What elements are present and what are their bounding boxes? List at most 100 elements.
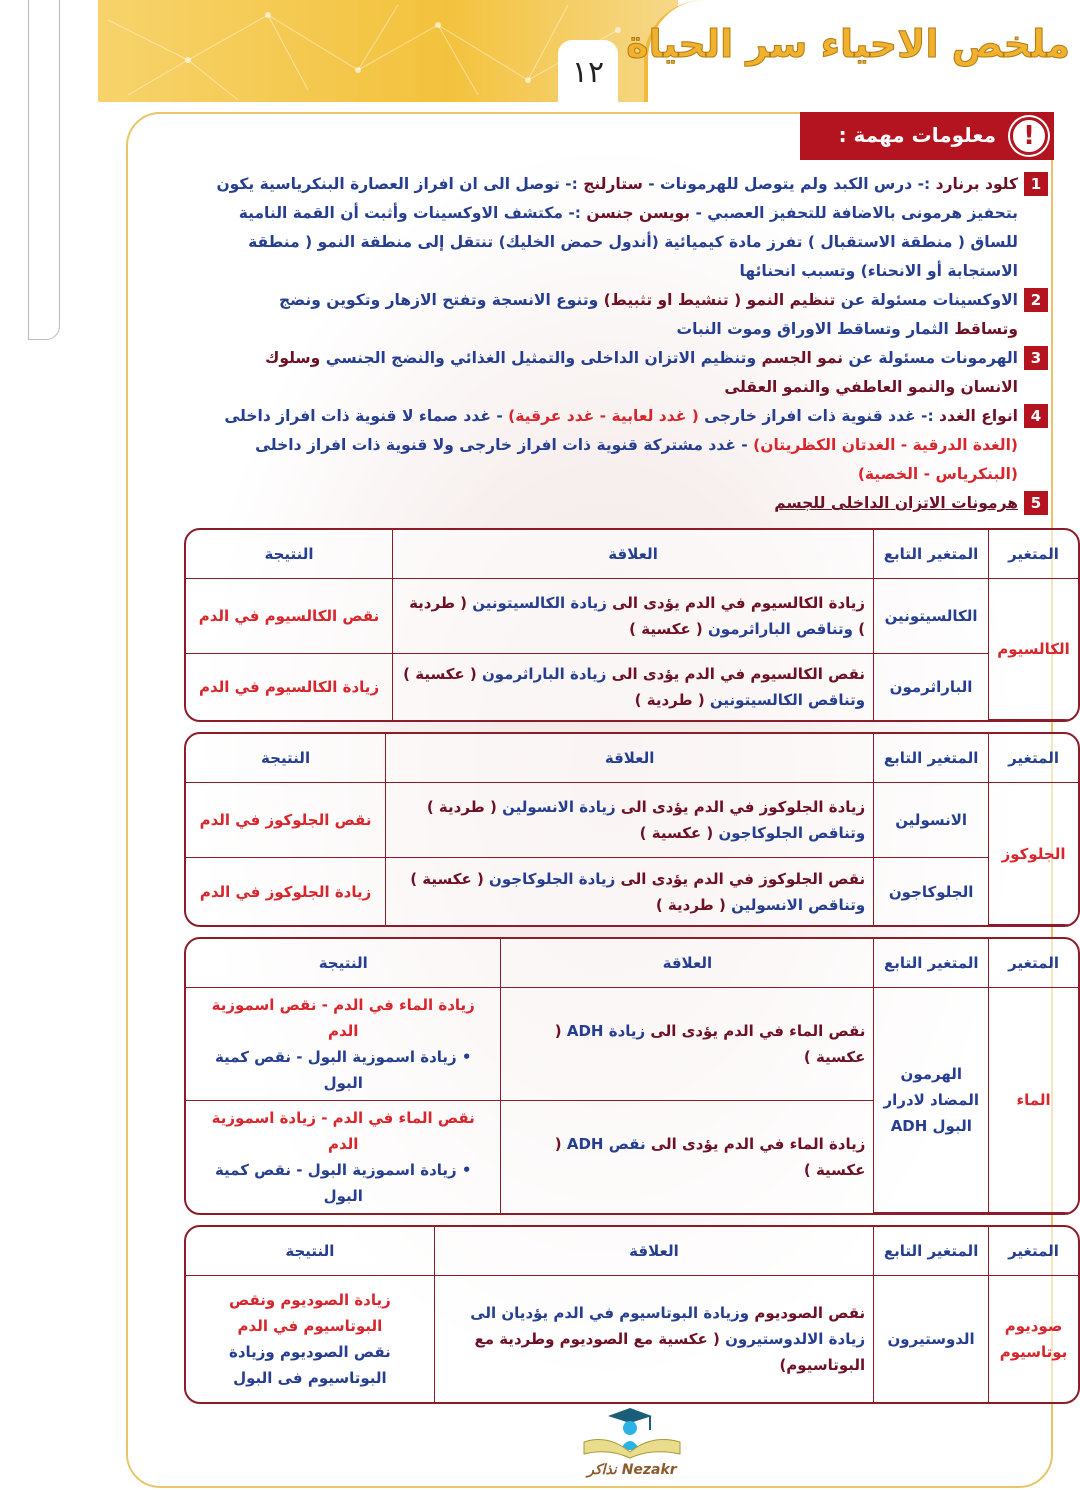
- svg-text:Nezakr نذاكر: Nezakr نذاكر: [585, 1462, 678, 1478]
- text-segment: ( طردية ): [426, 798, 497, 816]
- text-segment: نقص الكالسيوم في الدم يؤدى الى: [606, 665, 866, 683]
- text-segment: زيادة الانسولين: [496, 798, 616, 816]
- relation-cell: نقص الجلوكوز في الدم يؤدى الى زيادة الجل…: [385, 858, 873, 925]
- result-cell: زيادة الجلوكوز في الدم: [186, 858, 385, 925]
- list-item: 2 الاوكسينات مسئولة عن تنظيم النمو ( تنشي…: [214, 286, 1048, 344]
- text-segment: زيادة الماء في الدم يؤدى الى: [645, 1135, 866, 1153]
- relation-cell: نقص الماء في الدم يؤدى الى زيادة ADH ( ع…: [500, 988, 874, 1101]
- text-segment: زيادة الماء في الدم - نقص اسموزية الدم: [211, 996, 475, 1040]
- text-segment: هرمونات الاتزان الداخلى للجسم: [774, 494, 1018, 512]
- text-segment: نقص الصوديوم وزيادة البوتاسيوم فى البول: [228, 1343, 391, 1387]
- column-header: النتيجة: [186, 734, 386, 783]
- text-segment: وتساقط: [954, 320, 1018, 338]
- column-header: العلاقة: [392, 530, 874, 579]
- column-header: المتغير التابع: [873, 939, 989, 988]
- item-number-badge: 1: [1024, 172, 1048, 196]
- column-header: العلاقة: [500, 939, 874, 988]
- text-segment: (الغدة الدرقية - الغدتان الكظريتان): [753, 436, 1018, 454]
- variable-cell: صوديوم بوتاسيوم: [988, 1276, 1078, 1402]
- text-segment: زيادة الكالسيوم في الدم: [198, 678, 380, 696]
- text-segment: الاوكسينات مسئولة عن: [835, 291, 1018, 309]
- text-segment: ( طردية ): [634, 691, 705, 709]
- content: 1 كلود برنارد :- درس الكبد ولم يتوصل للهر…: [184, 170, 1080, 1480]
- column-header: النتيجة: [186, 530, 393, 579]
- text-segment: نقص الماء في الدم - زيادة اسموزية الدم: [211, 1109, 475, 1153]
- item-number-badge: 3: [1024, 346, 1048, 370]
- variable-cell: الماء: [988, 988, 1078, 1213]
- text-segment: تنظيم النمو ( تنشيط او تثبيط): [603, 291, 836, 309]
- dependent-cell: الجلوكاجون: [873, 858, 988, 925]
- relation-cell: زيادة الجلوكوز في الدم يؤدى الى زيادة ال…: [385, 783, 874, 858]
- column-header: المتغير التابع: [873, 734, 989, 783]
- section-label: معلومات مهمة :: [838, 123, 996, 147]
- text-segment: زيادة الجلوكوز في الدم يؤدى الى: [615, 798, 866, 816]
- text-segment: :- درس الكبد ولم يتوصل للهرمونات -: [642, 175, 936, 193]
- column-header: النتيجة: [186, 1227, 434, 1276]
- item-number-badge: 2: [1024, 288, 1048, 312]
- tables: المتغير المتغير التابع العلاقة النتيجة الكال…: [184, 528, 1080, 1404]
- text-segment: وسلوك الانسان والنمو العاطفي والنمو العق…: [265, 349, 1018, 396]
- hormone-table: المتغير المتغير التابع العلاقة النتيجة الكال…: [184, 528, 1080, 722]
- result-cell: نقص الكالسيوم في الدم: [186, 579, 393, 654]
- column-header: المتغير التابع: [873, 1227, 989, 1276]
- column-header: النتيجة: [186, 939, 501, 988]
- relation-cell: زيادة الماء في الدم يؤدى الى نقص ADH ( ع…: [500, 1101, 873, 1213]
- list-item: 3 الهرمونات مسئولة عن نمو الجسم وتنظيم ال…: [214, 344, 1048, 402]
- hormone-table: المتغير المتغير التابع العلاقة النتيجة الماء…: [184, 937, 1080, 1215]
- text-segment: الثمار وتساقط الاوراق وموت النبات: [676, 320, 955, 338]
- result-cell: نقص الجلوكوز في الدم: [186, 783, 386, 858]
- text-segment: • زيادة اسموزية البول - نقص كمية البول: [214, 1048, 472, 1092]
- text-segment: وتنوع الانسجة وتفتح الازهار وتكوين ونضج: [278, 291, 604, 309]
- dependent-cell: الانسولين: [873, 783, 989, 858]
- text-segment: وتنظيم الاتزان الداخلى والتمثيل الغذائي …: [320, 349, 762, 367]
- text-segment: ( غدد لعابية - غدد عرقية): [508, 407, 699, 425]
- dependent-cell: الباراثرمون: [873, 654, 988, 720]
- text-segment: ( عكسية مع الصوديوم وطردية مع البوتاسيوم…: [474, 1330, 866, 1374]
- dependent-cell: الهرمون المضاد لادرار البول ADH: [873, 988, 989, 1213]
- table-row: زيادة الماء في الدم يؤدى الى نقص ADH ( ع…: [186, 1101, 1078, 1213]
- text-segment: زيادة الصوديوم ونقص البوتاسيوم في الدم: [228, 1291, 391, 1335]
- dependent-cell: الدوستيرون: [873, 1276, 988, 1402]
- text-segment: ( عكسية ): [629, 620, 703, 638]
- nezakr-logo: Nezakr نذاكر: [583, 1408, 681, 1478]
- result-cell: نقص الماء في الدم - زيادة اسموزية الدم • …: [186, 1101, 500, 1213]
- page-title: ملخص الاحياء سر الحياة: [626, 22, 1071, 67]
- text-segment: ( عكسية ): [639, 824, 714, 842]
- result-cell: زيادة الصوديوم ونقص البوتاسيوم في الدم نق…: [186, 1276, 434, 1402]
- relation-cell: نقص الكالسيوم في الدم يؤدى الى زيادة الب…: [392, 654, 873, 720]
- item-number-badge: 5: [1024, 491, 1048, 515]
- variable-cell: الكالسيوم: [988, 579, 1078, 720]
- text-segment: بويسن جنسن: [586, 204, 691, 222]
- text-segment: (البنكرياس - الخصية): [857, 465, 1018, 483]
- exclamation-icon: !: [1010, 117, 1048, 155]
- text-segment: ( طردية ): [409, 594, 866, 638]
- page: ١٢ ملخص الاحياء سر الحياة ! معلومات مهمة…: [28, 0, 1080, 1490]
- text-segment: :- مكتشف الاوكسينات وأثبت أن القمة النام…: [238, 204, 1018, 280]
- header-row: المتغير المتغير التابع العلاقة النتيجة: [186, 734, 1078, 783]
- column-header: العلاقة: [385, 734, 874, 783]
- text-segment: :- غدد قنوية ذات افراز خارجى: [698, 407, 940, 425]
- text-segment: زيادة الجلوكوز في الدم: [199, 882, 372, 901]
- hormone-table: المتغير المتغير التابع العلاقة النتيجة صوديو…: [184, 1225, 1080, 1404]
- text-segment: زيادة الكالسيتونين: [467, 594, 607, 612]
- text-segment: كلود برنارد: [935, 175, 1018, 193]
- column-header: المتغير: [988, 530, 1078, 579]
- header-row: المتغير المتغير التابع العلاقة النتيجة: [186, 1227, 1078, 1276]
- table-row: الماء الهرمون المضاد لادرار البول ADH نقص …: [186, 988, 1078, 1213]
- column-header: المتغير: [988, 939, 1078, 988]
- table-row: الباراثرمون نقص الكالسيوم في الدم يؤدى ال…: [186, 654, 1078, 720]
- hormone-table: المتغير المتغير التابع العلاقة النتيجة الجلو…: [184, 732, 1080, 927]
- text-segment: نمو الجسم: [761, 349, 844, 367]
- table-row: صوديوم بوتاسيوم الدوستيرون نقص الصوديوم وز…: [186, 1276, 1078, 1402]
- text-segment: • زيادة اسموزية البول - نقص كمية البول: [214, 1161, 472, 1205]
- text-segment: نقص الجلوكوز في الدم: [199, 811, 372, 829]
- page-number: ١٢: [558, 40, 618, 102]
- text-segment: - غدد مشتركة قنوية ذات افراز خارجى ولا ق…: [255, 436, 754, 454]
- text-segment: نقص ADH: [561, 1135, 646, 1153]
- column-header: المتغير: [988, 1227, 1078, 1276]
- table-row: الجلوكاجون نقص الجلوكوز في الدم يؤدى الى …: [186, 858, 1078, 925]
- title-tab: ملخص الاحياء سر الحياة: [626, 0, 1080, 102]
- relation-cell: زيادة الكالسيوم في الدم يؤدى الى زيادة ا…: [392, 579, 874, 654]
- text-segment: ( طردية ): [655, 895, 726, 914]
- text-segment: - غدد صماء لا قنوية ذات افراز داخلى: [224, 407, 509, 425]
